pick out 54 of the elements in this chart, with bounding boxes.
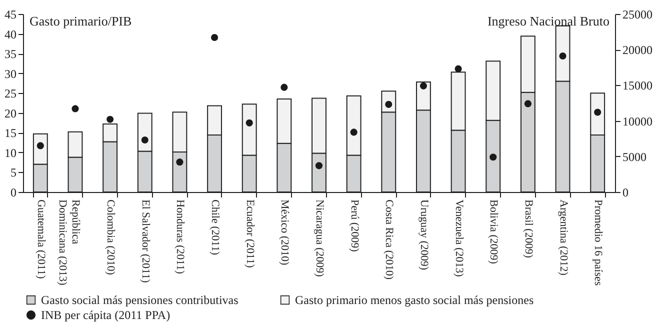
x-tick-label: El Salvador (2011) <box>139 200 152 284</box>
point <box>350 128 358 136</box>
y2-tick-label: 25000 <box>622 8 652 22</box>
x-tick-label: Costa Rica (2010) <box>383 200 396 280</box>
y-tick-label: 35 <box>4 47 16 62</box>
legend-label: Gasto social más pensiones contributivas <box>41 293 239 307</box>
x-tick-label: Honduras (2011) <box>174 200 186 274</box>
y-tick-label: 40 <box>4 27 16 42</box>
point <box>176 158 184 166</box>
y2-axis-title: Ingreso Nacional Bruto <box>487 14 610 28</box>
point <box>490 154 497 161</box>
x-tick-label: Brasil (2009) <box>522 200 534 258</box>
y2-tick-label: 0 <box>622 186 628 200</box>
x-tick-label: Bolivia (2009) <box>488 200 500 264</box>
x-tick-label: Perú (2009) <box>348 200 360 252</box>
x-tick-label: Uruguay (2009) <box>418 200 430 270</box>
y-tick-label: 10 <box>4 146 16 160</box>
point <box>315 162 323 170</box>
x-tick-label: Promedio 16 países <box>592 200 604 286</box>
y2-tick-label: 20000 <box>622 43 652 58</box>
point <box>141 136 148 144</box>
y-tick-label: 45 <box>4 8 16 22</box>
x-tick-label: Chile (2011) <box>209 200 222 256</box>
y-tick-label: 30 <box>4 66 16 81</box>
legend-label: INB per cápita (2011 PPA) <box>41 308 170 322</box>
y-tick-label: 15 <box>4 126 16 140</box>
y-tick-label: 25 <box>4 86 16 101</box>
x-tick-label: Nicaragua (2009) <box>314 200 326 278</box>
y-tick-label: 0 <box>10 186 16 200</box>
point <box>106 116 114 123</box>
y2-tick-label: 10000 <box>622 114 652 128</box>
point <box>72 105 79 112</box>
point <box>210 34 218 42</box>
x-tick-label: Ecuador (2011) <box>244 200 256 268</box>
x-tick-label: Guatemala (2011) <box>34 200 47 280</box>
x-tick-label: Colombia (2010) <box>104 200 117 276</box>
point <box>594 108 602 116</box>
x-tick-label: República Dominicana (2013) <box>56 200 82 286</box>
point <box>559 52 566 60</box>
point <box>454 65 462 72</box>
y2-tick-label: 5000 <box>622 150 646 164</box>
y-axis-title: Gasto primario/PIB <box>30 14 132 28</box>
x-tick-label: México (2010) <box>278 200 291 266</box>
y-tick-label: 5 <box>10 166 16 180</box>
legend-label: Gasto primario menos gasto social más pensiones <box>295 293 534 307</box>
point <box>36 142 44 150</box>
point <box>420 82 428 90</box>
point <box>524 100 532 108</box>
y-tick-label: 20 <box>4 106 16 120</box>
y2-tick-label: 15000 <box>622 78 652 93</box>
point <box>246 119 253 126</box>
x-tick-label: Venezuela (2013) <box>452 200 465 278</box>
point <box>280 84 288 91</box>
x-tick-label: Argentina (2012) <box>557 200 570 276</box>
